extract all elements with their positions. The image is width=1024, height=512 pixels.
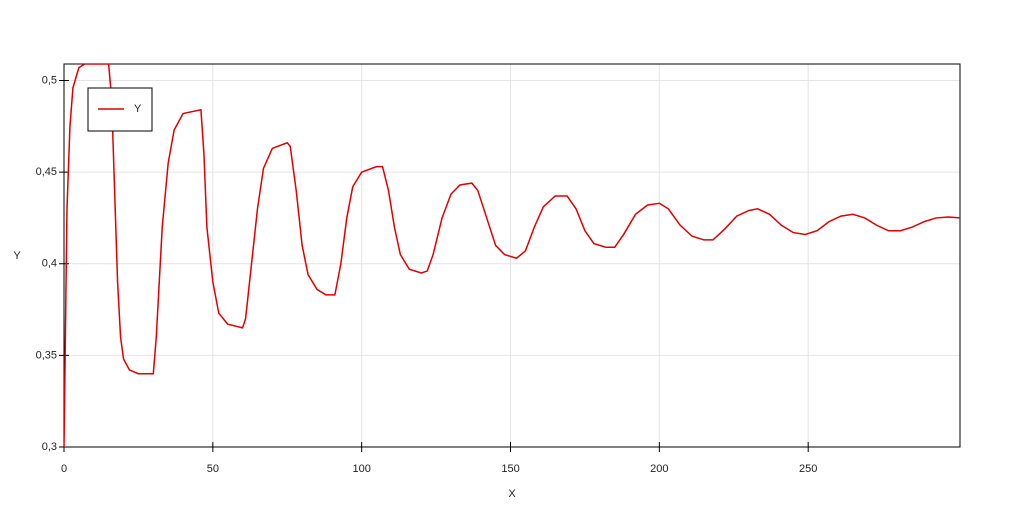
y-tick-label: 0,45 [36, 166, 57, 178]
x-tick-label: 100 [352, 463, 370, 475]
x-tick-label: 150 [501, 463, 519, 475]
x-tick-label: 200 [650, 463, 668, 475]
y-tick-label: 0,35 [36, 349, 57, 361]
data-line [64, 64, 960, 447]
y-tick-label: 0,4 [42, 258, 57, 270]
x-tick-label: 0 [61, 463, 67, 475]
x-tick-label: 250 [799, 463, 817, 475]
plot-frame [63, 63, 961, 448]
y-tick-label: 0,3 [42, 441, 57, 453]
x-axis-label: X [508, 488, 516, 500]
x-tick-label: 50 [207, 463, 219, 475]
plot-area [64, 64, 960, 447]
legend-label: Y [134, 103, 142, 115]
y-tick-label: 0,5 [42, 74, 57, 86]
y-axis-label: Y [13, 250, 21, 262]
